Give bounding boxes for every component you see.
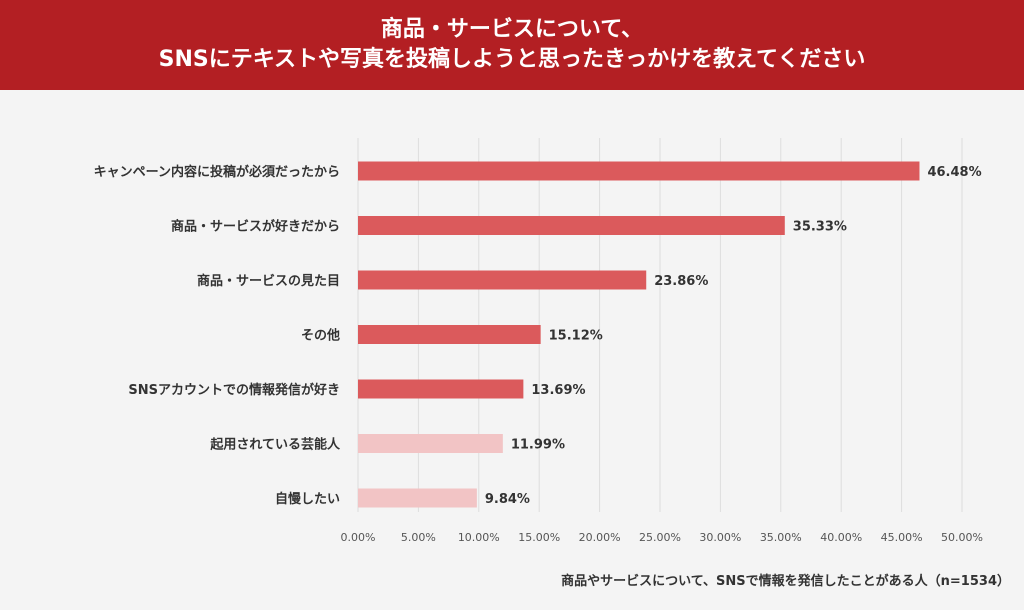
bar bbox=[358, 379, 524, 399]
value-label: 15.12% bbox=[549, 329, 603, 344]
chart-title: 商品・サービスについて、 SNSにテキストや写真を投稿しようと思ったきっかけを教… bbox=[0, 0, 1024, 90]
value-label: 11.99% bbox=[511, 438, 565, 453]
x-tick-label: 30.00% bbox=[699, 531, 741, 544]
category-label: 商品・サービスの見た目 bbox=[197, 273, 340, 289]
bar bbox=[358, 161, 920, 181]
x-tick-label: 0.00% bbox=[341, 531, 376, 544]
value-label: 9.84% bbox=[485, 492, 530, 507]
bar bbox=[358, 270, 647, 290]
category-label: 商品・サービスが好きだから bbox=[171, 219, 340, 235]
bar bbox=[358, 216, 785, 235]
bar-chart: 0.00% 5.00% 10.00% 15.00% 20.00% 25.00% 30.00%… bbox=[94, 138, 983, 544]
category-label: 起用されている芸能人 bbox=[209, 437, 341, 453]
category-label: その他 bbox=[301, 328, 340, 344]
footnote: 商品やサービスについて、SNSで情報を発信したことがある人（n=1534） bbox=[561, 574, 1010, 589]
x-tick-label: 40.00% bbox=[820, 531, 862, 544]
x-tick-label: 25.00% bbox=[639, 531, 681, 544]
value-label: 35.33% bbox=[793, 220, 847, 235]
value-label: 23.86% bbox=[654, 274, 708, 289]
x-tick-label: 5.00% bbox=[401, 531, 436, 544]
value-label: 46.48% bbox=[927, 165, 981, 180]
title-line-1: 商品・サービスについて、 bbox=[380, 17, 644, 42]
x-tick-label: 45.00% bbox=[881, 531, 923, 544]
bar bbox=[358, 434, 503, 453]
x-tick-label: 50.00% bbox=[941, 531, 983, 544]
bar bbox=[358, 488, 477, 508]
x-tick-label: 15.00% bbox=[518, 531, 560, 544]
x-tick-label: 10.00% bbox=[458, 531, 500, 544]
category-label: 自慢したい bbox=[275, 491, 340, 507]
category-label: SNSアカウントでの情報発信が好き bbox=[128, 382, 340, 398]
value-label: 13.69% bbox=[531, 383, 585, 398]
bar bbox=[358, 325, 541, 344]
category-label: キャンペーン内容に投稿が必須だったから bbox=[94, 164, 340, 180]
title-line-2: SNSにテキストや写真を投稿しようと思ったきっかけを教えてください bbox=[158, 47, 866, 72]
x-tick-label: 35.00% bbox=[760, 531, 802, 544]
x-tick-label: 20.00% bbox=[579, 531, 621, 544]
